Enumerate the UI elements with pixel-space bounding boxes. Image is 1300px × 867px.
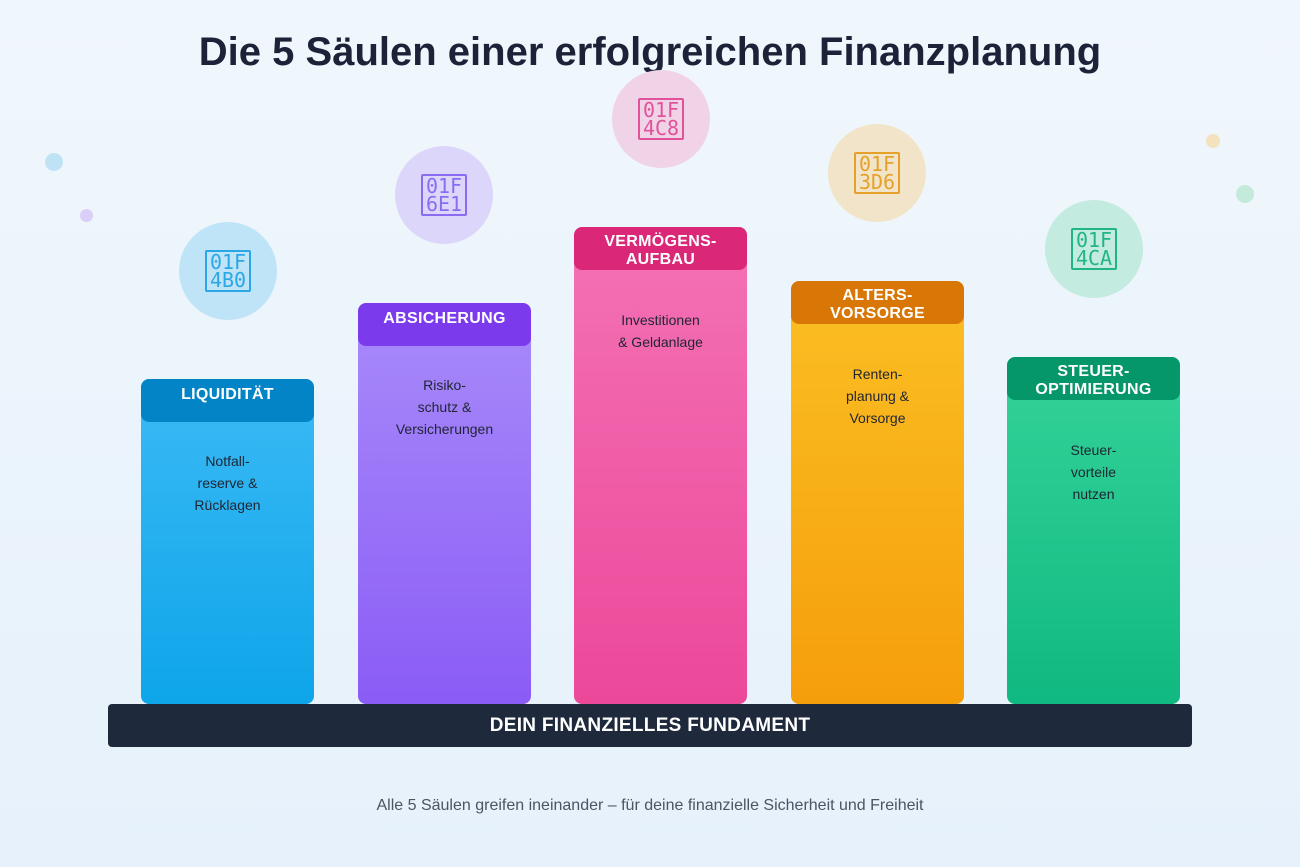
pillar-description-line: Rücklagen (194, 497, 261, 513)
pillar-vermoegensaufbau: VERMÖGENS- AUFBAU Investitionen & Geldan… (574, 227, 747, 704)
money-bag-icon: 01F 4B0 (205, 250, 251, 292)
pillar-description-line: vorteile (1070, 464, 1117, 480)
pillar-header: STEUER- OPTIMIERUNG (1007, 357, 1180, 400)
footer-caption: Alle 5 Säulen greifen ineinander – für d… (376, 797, 924, 814)
pillar-description-line: Notfall- (205, 453, 250, 469)
pillar-description-line: nutzen (1072, 486, 1115, 502)
pillar-title: OPTIMIERUNG (1035, 381, 1152, 398)
pillar-title: STEUER- (1057, 363, 1130, 380)
pillar-icon-circle: 01F 3D6 (828, 124, 926, 222)
pillar-description-line: Versicherungen (395, 421, 494, 437)
pillar-altersvorsorge: ALTERS- VORSORGE Renten- planung & Vorso… (791, 281, 964, 704)
pillar-description-line: Steuer- (1070, 442, 1117, 458)
pillar-absicherung: ABSICHERUNG Risiko- schutz & Versicherun… (358, 303, 531, 704)
pillar-description-line: Vorsorge (849, 410, 906, 426)
pillar-description: Risiko- schutz & Versicherungen (358, 374, 531, 440)
page-title: Die 5 Säulen einer erfolgreichen Finanzp… (198, 30, 1102, 74)
chart-icon: 01F 4C8 (638, 98, 684, 140)
foundation-bar: DEIN FINANZIELLES FUNDAMENT (108, 704, 1192, 747)
pillar-description-line: Investitionen (621, 312, 700, 328)
pillar-liquiditaet: LIQUIDITÄT Notfall- reserve & Rücklagen (141, 379, 314, 704)
pillar-header: ALTERS- VORSORGE (791, 281, 964, 324)
decorative-dot (1236, 185, 1254, 203)
decorative-dot (1206, 134, 1220, 148)
pillar-description-line: schutz & (417, 399, 472, 415)
pillar-icon-circle: 01F 4B0 (179, 222, 277, 320)
pillar-description: Renten- planung & Vorsorge (791, 363, 964, 429)
pillar-description-line: planung & (845, 388, 910, 404)
pillar-description: Notfall- reserve & Rücklagen (141, 450, 314, 516)
pillar-steueroptimierung: STEUER- OPTIMIERUNG Steuer- vorteile nut… (1007, 357, 1180, 704)
pillar-title: LIQUIDITÄT (181, 386, 274, 403)
pillar-header: ABSICHERUNG (358, 303, 531, 346)
pillar-title: ABSICHERUNG (383, 310, 506, 327)
decorative-dot (80, 209, 93, 222)
decorative-dot (45, 153, 63, 171)
pillar-description-line: & Geldanlage (618, 334, 703, 350)
shield-icon: 01F 6E1 (421, 174, 467, 216)
pillar-icon-circle: 01F 4C8 (612, 70, 710, 168)
pillar-header: VERMÖGENS- AUFBAU (574, 227, 747, 270)
pillar-title: VERMÖGENS- (604, 233, 717, 250)
pillar-title: VORSORGE (830, 305, 925, 322)
pillar-title: ALTERS- (842, 287, 913, 304)
pillar-description-line: reserve & (197, 475, 258, 491)
pillar-header: LIQUIDITÄT (141, 379, 314, 422)
house-icon: 01F 3D6 (854, 152, 900, 194)
bar-chart-icon: 01F 4CA (1071, 228, 1117, 270)
pillar-title: AUFBAU (625, 251, 696, 268)
pillar-icon-circle: 01F 6E1 (395, 146, 493, 244)
pillar-description-line: Risiko- (423, 377, 466, 393)
pillar-description-line: Renten- (852, 366, 903, 382)
pillar-description: Steuer- vorteile nutzen (1007, 439, 1180, 505)
pillar-description: Investitionen & Geldanlage (574, 309, 747, 353)
pillar-icon-circle: 01F 4CA (1045, 200, 1143, 298)
